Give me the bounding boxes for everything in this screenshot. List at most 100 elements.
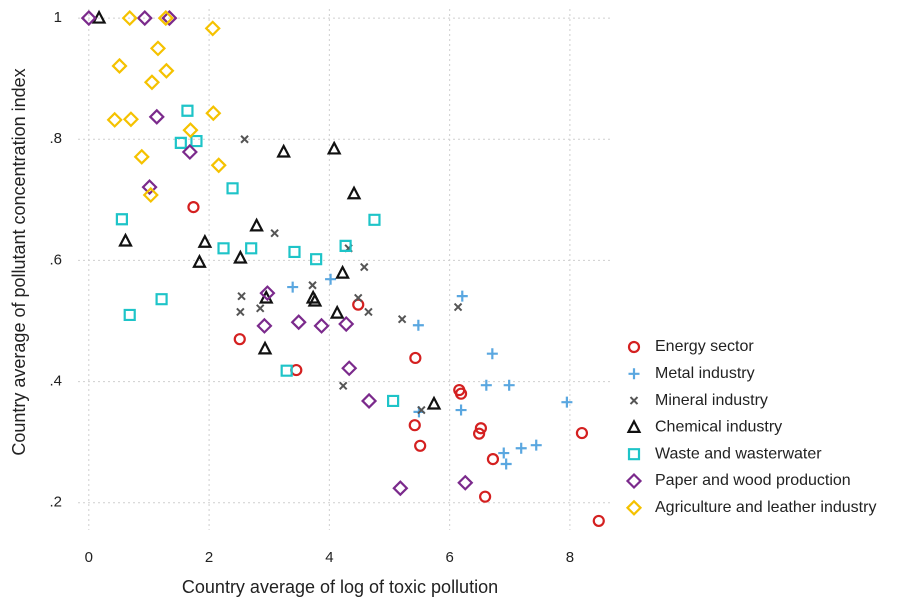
y-tick-label: .8 [49, 130, 62, 147]
point [503, 379, 515, 391]
point [486, 453, 500, 466]
x-tick-label: 6 [445, 549, 453, 566]
point [338, 381, 348, 391]
legend-label: Paper and wood production [655, 472, 851, 489]
point [530, 439, 542, 451]
x-tick-label: 4 [325, 549, 333, 566]
point [115, 213, 128, 226]
x-tick-label: 2 [205, 549, 213, 566]
point [182, 122, 199, 139]
point [454, 387, 468, 400]
point [106, 111, 123, 128]
point [233, 333, 246, 346]
legend-marker [625, 472, 643, 490]
point [187, 201, 200, 214]
point [290, 364, 303, 377]
point [500, 458, 512, 470]
point [237, 291, 246, 301]
point [387, 394, 400, 408]
point [329, 304, 345, 319]
point [457, 474, 474, 491]
point [561, 396, 573, 408]
legend-marker [625, 499, 643, 516]
point [118, 232, 133, 247]
point [287, 281, 299, 293]
point [141, 179, 158, 196]
point [181, 143, 198, 161]
point [136, 10, 153, 27]
point [455, 404, 467, 416]
y-axis-title: Country average of pollutant concentrati… [9, 68, 29, 455]
point [480, 379, 492, 391]
point [338, 315, 355, 333]
point [414, 439, 427, 452]
legend-label: Metal industry [655, 365, 755, 382]
point [245, 242, 258, 255]
point [143, 74, 161, 91]
point [233, 249, 248, 264]
point [190, 134, 203, 148]
point [354, 293, 363, 303]
point [91, 9, 107, 24]
point [122, 111, 139, 128]
point [149, 40, 167, 57]
point [426, 395, 442, 410]
point [121, 10, 138, 27]
point [192, 253, 207, 268]
point [307, 292, 323, 307]
point [313, 317, 330, 334]
point [249, 217, 264, 232]
legend-marker [627, 448, 641, 461]
point [479, 490, 492, 503]
point [148, 108, 165, 125]
point [280, 364, 293, 377]
point [364, 307, 373, 317]
point [210, 157, 227, 174]
point [240, 135, 249, 144]
point [486, 348, 498, 360]
legend-marker [627, 340, 641, 354]
point [290, 314, 307, 331]
point [256, 304, 265, 313]
legend-label: Energy sector [655, 338, 754, 355]
point [474, 422, 488, 435]
point [409, 351, 422, 364]
y-tick-label: .4 [49, 373, 62, 390]
y-tick-label: .6 [49, 251, 62, 268]
point [368, 213, 381, 226]
point [217, 242, 230, 255]
point [575, 427, 589, 440]
point [346, 185, 362, 200]
point [181, 104, 194, 117]
point [204, 20, 221, 37]
point [515, 442, 527, 454]
point [257, 340, 273, 355]
y-tick-label: .2 [49, 494, 62, 511]
point [276, 143, 291, 158]
point [392, 480, 409, 497]
point [157, 10, 174, 27]
legend-label: Waste and wasterwater [655, 445, 822, 462]
point [473, 427, 486, 440]
legend-marker [628, 368, 640, 380]
point [288, 245, 301, 259]
point [325, 273, 337, 285]
point [498, 447, 510, 459]
point [236, 307, 245, 317]
point [256, 317, 273, 334]
point [310, 253, 323, 266]
point [205, 105, 222, 122]
x-axis-title: Country average of log of toxic pollutio… [182, 577, 498, 597]
point [592, 514, 605, 527]
point [174, 136, 187, 149]
point [155, 293, 168, 306]
point [341, 360, 358, 377]
y-tick-label: 1 [54, 9, 62, 26]
point [111, 57, 128, 75]
point [133, 148, 150, 165]
legend-label: Chemical industry [655, 419, 782, 436]
point [80, 10, 97, 27]
point [339, 239, 352, 252]
